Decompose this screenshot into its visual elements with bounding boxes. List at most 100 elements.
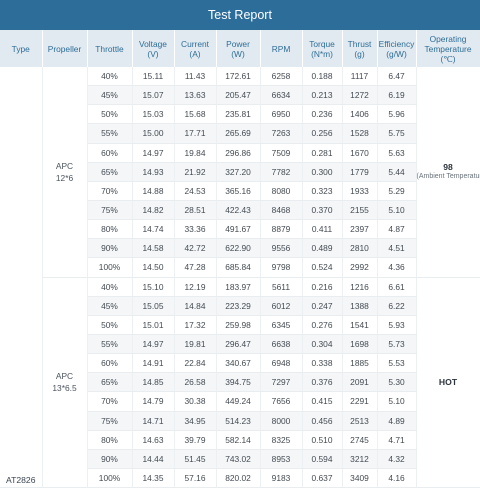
- power-cell: 296.86: [216, 143, 261, 163]
- torque-cell: 0.637: [302, 468, 343, 488]
- current-cell: 47.28: [174, 257, 217, 278]
- thrust-header: Thrust (g): [342, 30, 378, 67]
- power-cell: 223.29: [216, 296, 261, 316]
- current-cell: 12.19: [174, 277, 217, 297]
- table-row: 90% 14.58 42.72 622.90 9556 0.489 2810 4.51: [0, 238, 480, 259]
- type-cell: AT2826: [0, 67, 43, 488]
- rpm-cell: 6345: [260, 315, 303, 335]
- power-cell: 685.84: [216, 257, 261, 278]
- rpm-cell: 6012: [260, 296, 303, 316]
- current-cell: 39.79: [174, 430, 217, 450]
- rpm-cell: 8000: [260, 411, 303, 431]
- propeller-name: APC: [55, 160, 74, 171]
- header-row: Type Propeller Throttle Voltage (V) Current (A…: [0, 30, 480, 67]
- torque-header: Torque (N*m): [302, 30, 343, 67]
- voltage-cell: 15.03: [132, 104, 175, 125]
- torque-cell: 0.188: [302, 67, 343, 87]
- voltage-cell: 14.44: [132, 449, 175, 469]
- rpm-cell: 6638: [260, 334, 303, 355]
- table-row: 55% 15.00 17.71 265.69 7263 0.256 1528 5.75: [0, 123, 480, 144]
- throttle-cell: 45%: [87, 296, 133, 316]
- thrust-cell: 2291: [342, 391, 378, 412]
- efficiency-cell: 5.96: [377, 104, 417, 125]
- voltage-cell: 14.35: [132, 468, 175, 488]
- power-cell: 820.02: [216, 468, 261, 488]
- rpm-cell: 9556: [260, 238, 303, 259]
- power-cell: 394.75: [216, 372, 261, 393]
- header-label: Torque: [309, 38, 335, 49]
- power-cell: 235.81: [216, 104, 261, 125]
- table-row: 100% 14.50 47.28 685.84 9798 0.524 2992 4.36: [0, 257, 480, 278]
- throttle-cell: 50%: [87, 315, 133, 335]
- efficiency-cell: 5.93: [377, 315, 417, 335]
- thrust-cell: 1933: [342, 181, 378, 201]
- throttle-cell: 100%: [87, 257, 133, 278]
- torque-cell: 0.281: [302, 143, 343, 163]
- power-cell: 172.61: [216, 67, 261, 87]
- current-cell: 34.95: [174, 411, 217, 431]
- power-cell: 327.20: [216, 162, 261, 182]
- throttle-cell: 75%: [87, 411, 133, 431]
- header-label: Power: [226, 38, 250, 49]
- efficiency-cell: 5.30: [377, 372, 417, 393]
- power-cell: 422.43: [216, 200, 261, 221]
- throttle-cell: 90%: [87, 449, 133, 469]
- table-header: Type Propeller Throttle Voltage (V) Current (A…: [0, 30, 480, 67]
- thrust-cell: 3212: [342, 449, 378, 469]
- current-cell: 21.92: [174, 162, 217, 182]
- propeller-size: 12*6: [55, 172, 74, 183]
- thrust-cell: 1885: [342, 353, 378, 374]
- throttle-cell: 70%: [87, 181, 133, 201]
- torque-cell: 0.370: [302, 200, 343, 221]
- efficiency-cell: 4.87: [377, 219, 417, 240]
- temperature-value: 98: [443, 161, 453, 172]
- header-label: Operating Temperature: [424, 33, 472, 54]
- table-row: 70% 14.88 24.53 365.16 8080 0.323 1933 5.29: [0, 181, 480, 201]
- torque-cell: 0.323: [302, 181, 343, 201]
- header-unit: (g/W): [386, 48, 407, 59]
- voltage-cell: 14.97: [132, 334, 175, 355]
- torque-cell: 0.376: [302, 372, 343, 393]
- thrust-cell: 3409: [342, 468, 378, 488]
- thrust-cell: 2745: [342, 430, 378, 450]
- current-cell: 30.38: [174, 391, 217, 412]
- header-label: RPM: [271, 43, 291, 54]
- voltage-cell: 14.74: [132, 219, 175, 240]
- torque-cell: 0.594: [302, 449, 343, 469]
- thrust-cell: 1272: [342, 85, 378, 106]
- power-cell: 183.97: [216, 277, 261, 297]
- header-unit: (N*m): [311, 48, 333, 59]
- throttle-cell: 70%: [87, 391, 133, 412]
- voltage-cell: 15.00: [132, 123, 175, 144]
- thrust-cell: 1779: [342, 162, 378, 182]
- table-row: APC 13*6.5 40% 15.10 12.19 183.97 5611 0.216 121…: [0, 277, 480, 488]
- power-cell: 259.98: [216, 315, 261, 335]
- torque-cell: 0.338: [302, 353, 343, 374]
- propeller-header: Propeller: [42, 30, 88, 67]
- temperature-note: (Ambient Temperature:/): [416, 172, 480, 180]
- throttle-cell: 90%: [87, 238, 133, 259]
- thrust-cell: 1698: [342, 334, 378, 355]
- header-unit: (W): [231, 48, 245, 59]
- rpm-header: RPM: [260, 30, 303, 67]
- rpm-cell: 8080: [260, 181, 303, 201]
- current-cell: 24.53: [174, 181, 217, 201]
- current-cell: 14.84: [174, 296, 217, 316]
- power-cell: 296.47: [216, 334, 261, 355]
- header-unit: (℃): [440, 53, 456, 64]
- voltage-cell: 15.11: [132, 67, 175, 87]
- power-cell: 622.90: [216, 238, 261, 259]
- header-label: Thrust: [347, 38, 372, 49]
- propeller-size: 13*6.5: [52, 383, 77, 394]
- torque-cell: 0.236: [302, 104, 343, 125]
- table-row: AT2826 APC 12*6 40% 15.11 11.43 172.61 6258 0.18…: [0, 67, 480, 488]
- current-cell: 17.32: [174, 315, 217, 335]
- throttle-cell: 60%: [87, 143, 133, 163]
- throttle-cell: 60%: [87, 353, 133, 374]
- torque-cell: 0.276: [302, 315, 343, 335]
- temperature-cell: 98(Ambient Temperature:/): [416, 67, 480, 278]
- rpm-cell: 7656: [260, 391, 303, 412]
- table-row: 60% 14.91 22.84 340.67 6948 0.338 1885 5.53: [0, 353, 480, 374]
- power-cell: 514.23: [216, 411, 261, 431]
